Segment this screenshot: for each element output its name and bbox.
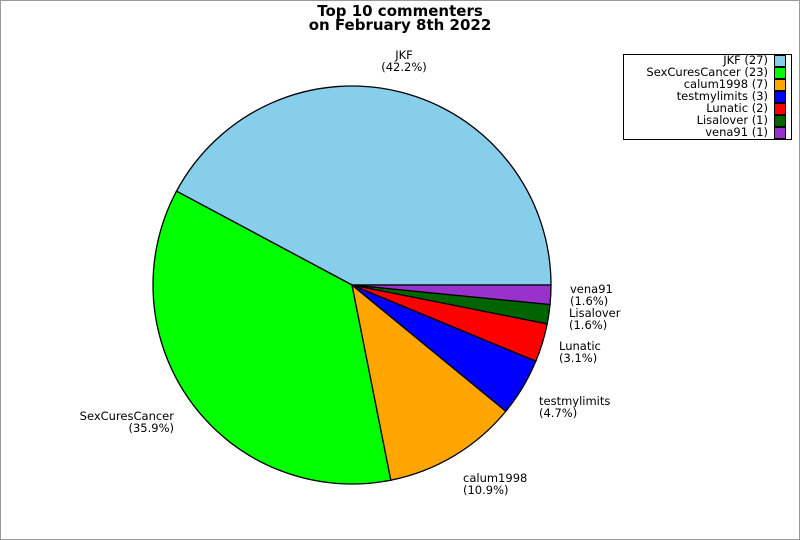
slice-label-name: vena91 bbox=[570, 282, 613, 296]
slice-label-percent: (3.1%) bbox=[559, 351, 598, 365]
chart-title: Top 10 commenters on February 8th 2022 bbox=[1, 2, 799, 34]
slice-label-name: SexCuresCancer bbox=[79, 409, 174, 423]
slice-label-percent: (42.2%) bbox=[381, 60, 427, 74]
pie-slice-sexcurescancer bbox=[152, 190, 392, 485]
slice-label-sexcurescancer: SexCuresCancer (35.9%) bbox=[80, 410, 174, 434]
slice-label-percent: (1.6%) bbox=[569, 318, 608, 332]
legend-entry-label: testmylimits (3) bbox=[676, 89, 768, 104]
chart-title-line2: on February 8th 2022 bbox=[308, 16, 492, 34]
slice-label-testmylimits: testmylimits (4.7%) bbox=[539, 395, 610, 419]
slice-label-percent: (35.9%) bbox=[128, 421, 174, 435]
legend-entry-label: calum1998 (7) bbox=[683, 77, 768, 92]
legend-entry-label: Lunatic (2) bbox=[706, 101, 768, 116]
slice-label-name: Lisalover bbox=[569, 306, 621, 320]
legend-entry: Lisalover (1) bbox=[628, 115, 786, 127]
slice-label-name: calum1998 bbox=[463, 471, 528, 485]
legend-color-swatch bbox=[774, 91, 786, 103]
legend-entry: calum1998 (7) bbox=[628, 79, 786, 91]
legend-entry: Lunatic (2) bbox=[628, 103, 786, 115]
legend-color-swatch bbox=[774, 127, 786, 139]
slice-label-percent: (4.7%) bbox=[539, 406, 578, 420]
slice-label-percent: (1.6%) bbox=[570, 294, 609, 308]
legend-color-swatch bbox=[774, 55, 786, 67]
legend-entry-label: SexCuresCancer (23) bbox=[646, 65, 768, 80]
slice-label-name: Lunatic bbox=[559, 339, 601, 353]
pie-slice-jkf bbox=[175, 85, 552, 286]
slice-label-jkf: JKF (42.2%) bbox=[381, 49, 427, 73]
legend-entry: JKF (27) bbox=[628, 55, 786, 67]
legend-entry: testmylimits (3) bbox=[628, 91, 786, 103]
slice-label-name: testmylimits bbox=[539, 394, 611, 408]
slice-label-vena91: vena91 (1.6%) bbox=[570, 283, 613, 307]
slice-label-lunatic: Lunatic (3.1%) bbox=[559, 340, 601, 364]
legend-color-swatch bbox=[774, 103, 786, 115]
chart-title-line1: Top 10 commenters bbox=[317, 2, 483, 20]
slice-label-lisalover: Lisalover (1.6%) bbox=[569, 307, 620, 331]
legend: JKF (27) SexCuresCancer (23) calum1998 (7)… bbox=[623, 54, 792, 140]
legend-entry-label: vena91 (1) bbox=[705, 125, 768, 140]
legend-entry: SexCuresCancer (23) bbox=[628, 67, 786, 79]
pie-slice-vena91 bbox=[351, 284, 552, 306]
legend-entry-label: JKF (27) bbox=[723, 53, 768, 68]
slice-label-calum1998: calum1998 (10.9%) bbox=[463, 472, 527, 496]
legend-color-swatch bbox=[774, 67, 786, 79]
legend-color-swatch bbox=[774, 115, 786, 127]
slice-label-percent: (10.9%) bbox=[463, 483, 509, 497]
slice-label-name: JKF bbox=[395, 48, 413, 62]
legend-entry-label: Lisalover (1) bbox=[696, 113, 768, 128]
legend-entry: vena91 (1) bbox=[628, 127, 786, 139]
pie-slice-calum1998 bbox=[351, 283, 507, 481]
legend-color-swatch bbox=[774, 79, 786, 91]
